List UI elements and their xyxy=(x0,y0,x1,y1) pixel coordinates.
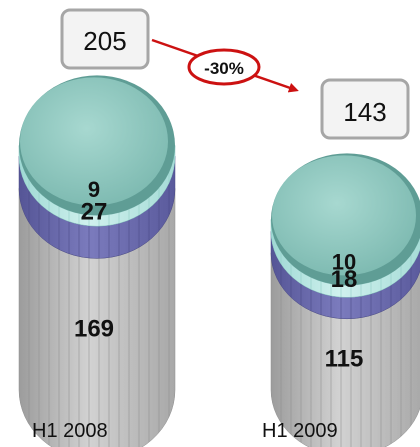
value-label-segment-bottom-h1-2008: 169 xyxy=(74,315,114,342)
value-label-segment-middle-h1-2008: 27 xyxy=(81,198,108,225)
top-cap-h1-2009 xyxy=(272,155,416,276)
value-label-segment-top-h1-2008: 9 xyxy=(88,177,100,202)
top-cap-h1-2008 xyxy=(20,77,168,206)
total-box-h1-2009: 143 xyxy=(320,78,410,140)
change-ellipse xyxy=(187,48,261,86)
category-label-h1-2008: H1 2008 xyxy=(32,420,108,442)
value-label-segment-middle-h1-2009: 18 xyxy=(331,266,358,293)
cylinder-h1-2008: 169 279 xyxy=(18,75,176,447)
category-label-h1-2009: H1 2009 xyxy=(262,420,338,442)
stripes-segment-bottom-h1-2009 xyxy=(280,252,412,447)
value-label-segment-bottom-h1-2009: 115 xyxy=(325,345,364,372)
stripes-segment-bottom-h1-2008 xyxy=(28,188,170,447)
total-value-h1-2009: 143 xyxy=(343,97,386,127)
total-value-h1-2008: 205 xyxy=(83,26,126,56)
segment-top-h1-2009 xyxy=(270,219,420,298)
total-box-h1-2008: 205 xyxy=(60,8,150,70)
change-label: -30% xyxy=(204,59,244,78)
value-label-segment-top-h1-2009: 10 xyxy=(332,250,356,275)
